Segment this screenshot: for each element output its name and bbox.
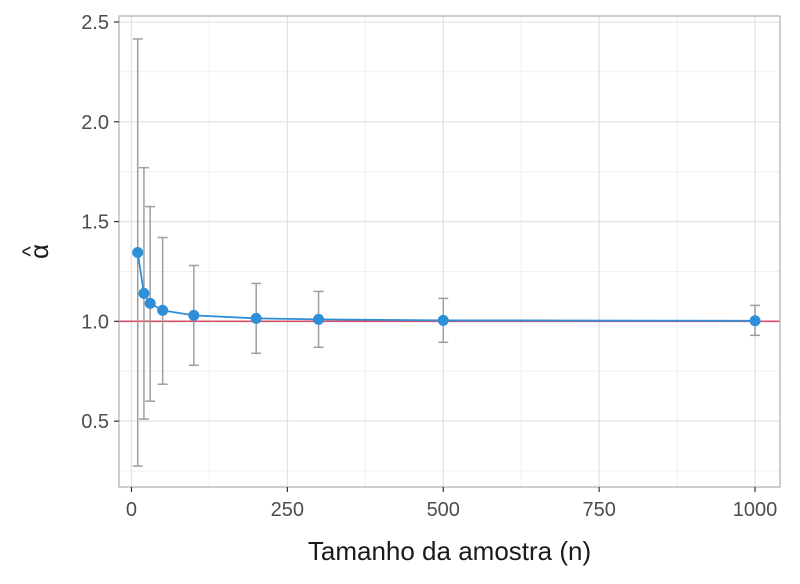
y-tick-label: 1.0 <box>81 311 109 333</box>
x-tick-label: 0 <box>126 499 137 521</box>
data-point <box>437 314 449 326</box>
x-axis-label: Tamanho da amostra (n) <box>308 536 591 566</box>
panel-border <box>118 15 781 488</box>
data-point <box>250 312 262 324</box>
data-point <box>188 309 200 321</box>
error-bars <box>132 38 761 467</box>
y-tick-label: 2.0 <box>81 112 109 134</box>
y-tick-label: 1.5 <box>81 212 109 234</box>
minor-gridlines <box>119 16 780 487</box>
x-axis-ticks: 0 250 500 750 1000 <box>126 487 777 521</box>
x-tick-label: 1000 <box>733 499 778 521</box>
x-tick-label: 500 <box>427 499 460 521</box>
y-axis-ticks: 0.5 1.0 1.5 2.0 2.5 <box>81 12 119 433</box>
data-point <box>749 315 761 327</box>
x-tick-label: 250 <box>271 499 304 521</box>
y-tick-label: 2.5 <box>81 12 109 34</box>
y-axis-label-hat: ^ <box>18 246 43 257</box>
data-point <box>138 287 150 299</box>
data-point <box>157 304 169 316</box>
y-tick-label: 0.5 <box>81 411 109 433</box>
data-point <box>313 313 325 325</box>
y-axis-label-symbol: α <box>24 244 54 259</box>
data-point <box>132 246 144 258</box>
y-axis-label: α ^ <box>18 244 54 259</box>
data-point <box>144 297 156 309</box>
data-points <box>132 246 761 327</box>
major-gridlines <box>119 16 780 487</box>
series-line <box>136 252 756 322</box>
series-line-group <box>136 252 756 322</box>
x-tick-label: 750 <box>582 499 615 521</box>
